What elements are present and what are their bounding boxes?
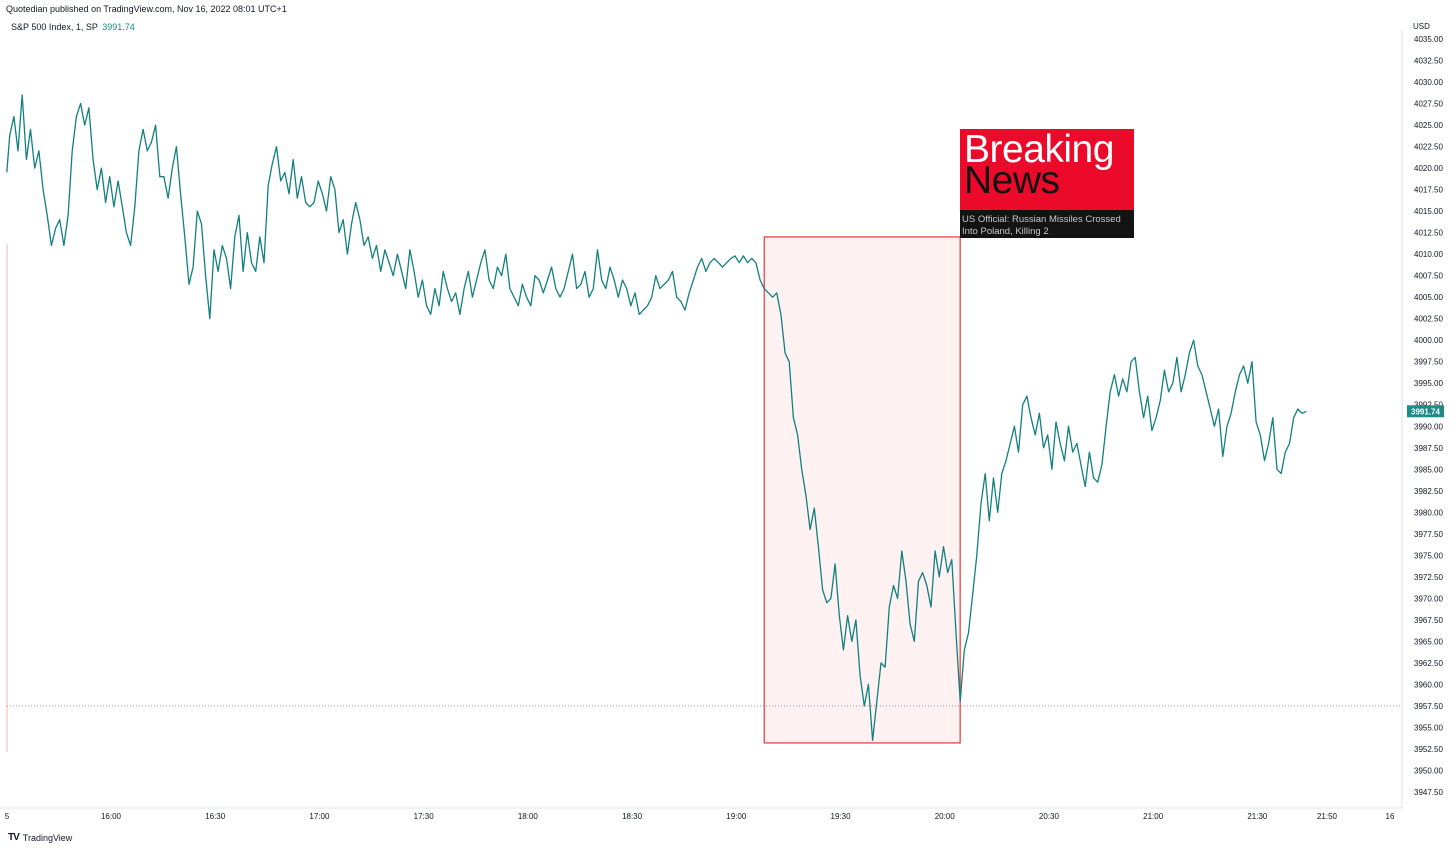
x-tick-label: 19:00 [726, 812, 747, 821]
x-tick-label: 20:00 [935, 812, 956, 821]
tradingview-logo-icon: TV [8, 832, 20, 843]
x-tick-label: 19:30 [831, 812, 852, 821]
y-tick-label: 3967.50 [1414, 616, 1443, 625]
y-tick-label: 3997.50 [1414, 358, 1443, 367]
y-tick-label: 3992.50 [1414, 401, 1443, 410]
y-tick-label: 3947.50 [1414, 788, 1443, 797]
x-tick-label: 20:30 [1039, 812, 1060, 821]
x-tick-label: 16:00 [101, 812, 122, 821]
currency-label: USD [1413, 22, 1430, 31]
legend-last-value: 3991.74 [102, 22, 135, 32]
y-tick-label: 3955.00 [1414, 723, 1443, 732]
y-tick-label: 3980.00 [1414, 508, 1443, 517]
x-tick-label: 21:50 [1317, 812, 1338, 821]
y-tick-label: 4020.00 [1414, 164, 1443, 173]
y-tick-label: 3990.00 [1414, 422, 1443, 431]
news-line-2: News [964, 159, 1060, 202]
y-tick-label: 3952.50 [1414, 745, 1443, 754]
x-tick-label: 21:30 [1247, 812, 1268, 821]
y-tick-label: 3985.00 [1414, 465, 1443, 474]
y-tick-label: 3987.50 [1414, 444, 1443, 453]
y-tick-label: 4000.00 [1414, 336, 1443, 345]
y-tick-label: 3965.00 [1414, 637, 1443, 646]
footer-brand-name: TradingView [22, 832, 73, 843]
y-tick-label: 3982.50 [1414, 487, 1443, 496]
y-tick-label: 3995.00 [1414, 379, 1443, 388]
y-tick-label: 4005.00 [1414, 293, 1443, 302]
y-tick-label: 4015.00 [1414, 207, 1443, 216]
y-tick-label: 3960.00 [1414, 680, 1443, 689]
x-tick-label: 21:00 [1143, 812, 1164, 821]
y-tick-label: 4012.50 [1414, 229, 1443, 238]
news-subtitle-line-1: US Official: Russian Missiles Crossed [962, 214, 1121, 225]
y-tick-label: 3957.50 [1414, 702, 1443, 711]
y-tick-label: 3950.00 [1414, 766, 1443, 775]
y-tick-label: 3975.00 [1414, 551, 1443, 560]
y-tick-label: 4007.50 [1414, 272, 1443, 281]
y-tick-label: 4032.50 [1414, 57, 1443, 66]
y-tick-label: 4002.50 [1414, 315, 1443, 324]
symbol-legend[interactable]: S&P 500 Index, 1, SP 3991.74 [11, 22, 135, 32]
news-subtitle: US Official: Russian Missiles Crossed In… [962, 214, 1121, 238]
y-tick-label: 3972.50 [1414, 573, 1443, 582]
y-tick-label: 4017.50 [1414, 186, 1443, 195]
x-tick-label: 16:30 [205, 812, 226, 821]
x-tick-label: 17:00 [309, 812, 330, 821]
y-tick-label: 4010.00 [1414, 250, 1443, 259]
y-tick-label: 3962.50 [1414, 659, 1443, 668]
news-subtitle-line-2: Into Poland, Killing 2 [962, 226, 1049, 237]
last-price-badge [1407, 405, 1444, 418]
publisher-line: Quotedian published on TradingView.com, … [6, 4, 287, 14]
news-red-banner: Breaking News [960, 129, 1134, 210]
x-tick-label: 18:00 [518, 812, 539, 821]
y-tick-label: 4030.00 [1414, 78, 1443, 87]
y-tick-label: 4035.00 [1414, 35, 1443, 44]
x-tick-label: 17:30 [414, 812, 435, 821]
y-tick-label: 4022.50 [1414, 143, 1443, 152]
x-tick-label: 5 [5, 812, 10, 821]
y-tick-label: 4027.50 [1414, 100, 1443, 109]
x-tick-label: 16 [1386, 812, 1395, 821]
y-tick-label: 4025.00 [1414, 121, 1443, 130]
y-tick-label: 3970.00 [1414, 594, 1443, 603]
y-tick-label: 3977.50 [1414, 530, 1443, 539]
x-tick-label: 18:30 [622, 812, 643, 821]
breaking-news-graphic: Breaking News US Official: Russian Missi… [960, 129, 1134, 238]
highlight-box[interactable] [763, 236, 961, 744]
price-series-line[interactable] [6, 94, 1307, 742]
news-line-1: Breaking [964, 128, 1114, 171]
footer-branding[interactable]: TV TradingView [8, 832, 72, 843]
symbol-name: S&P 500 Index, 1, SP [11, 22, 98, 32]
last-price-label: 3991.74 [1411, 407, 1440, 416]
